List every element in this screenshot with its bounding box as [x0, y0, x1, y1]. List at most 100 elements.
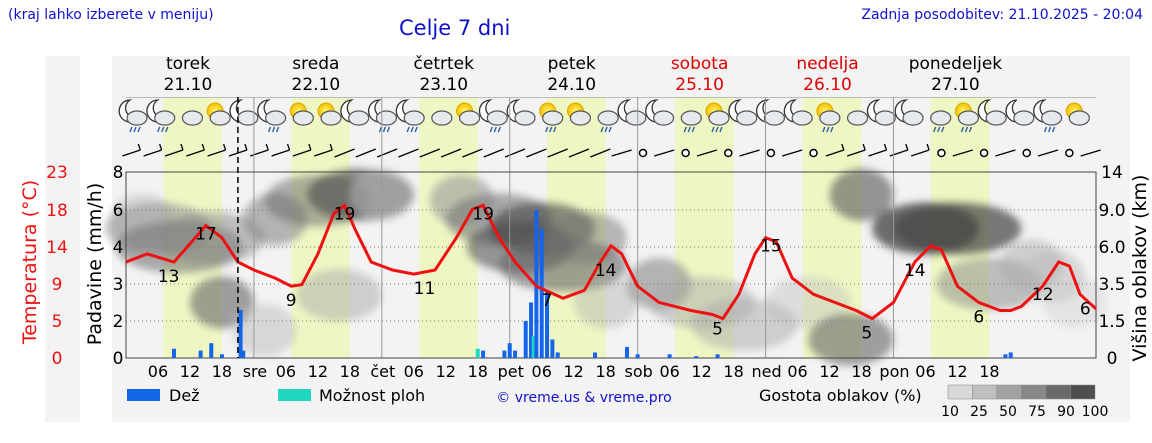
precip-bar-22: [667, 354, 672, 358]
precip-tick-4: 4: [113, 238, 124, 258]
wind-barb-34: [846, 143, 866, 157]
wind-barb-27: [696, 149, 718, 157]
temp-tick-5: 5: [52, 312, 63, 332]
weather-icon-24: [783, 99, 813, 126]
density-tick-25: 25: [970, 404, 988, 420]
wind-barb-18: [504, 148, 526, 158]
temp-label-11: 14: [904, 261, 926, 281]
cloud-cell-25: [893, 202, 1022, 255]
precip-tick-6: 6: [113, 201, 124, 221]
weather-icon-6: [289, 102, 314, 126]
hour-tick-0-06: 06: [148, 362, 168, 381]
day-abbrev-5: ned: [751, 362, 781, 381]
height-tick-9.0: 9.0: [1098, 201, 1125, 221]
cloud-cell-23: [829, 168, 894, 221]
location-hint: (kraj lahko izberete v meniju): [8, 7, 214, 23]
weather-icon-25: [816, 102, 841, 133]
precip-bar-1: [198, 350, 203, 358]
weather-icon-18: [617, 99, 647, 126]
precip-tick-2: 2: [113, 312, 124, 332]
cloud-cell-16: [541, 211, 627, 264]
wind-calm-30: [766, 148, 776, 158]
precip-bar-5: [241, 350, 246, 358]
density-swatch-1: [972, 384, 998, 400]
height-tick-3.5: 3.5: [1098, 275, 1125, 295]
temp-label-4: 11: [414, 279, 436, 299]
wind-calm-38: [937, 148, 946, 158]
density-swatch-0: [947, 384, 973, 400]
wind-barb-9: [313, 143, 333, 157]
wind-barb-17: [483, 148, 504, 158]
wind-calm-26: [681, 148, 690, 158]
temp-label-13: 12: [1032, 285, 1054, 305]
temp-label-14: 6: [1080, 299, 1091, 319]
hour-tick-3-06: 06: [532, 362, 552, 381]
legend-storm-swatch: [278, 389, 311, 401]
temp-tick-23: 23: [46, 163, 68, 183]
hour-tick-0-18: 18: [212, 362, 232, 381]
wind-barb-3: [186, 143, 205, 157]
temp-label-6: 7: [542, 291, 553, 311]
wind-barb-31: [782, 149, 803, 157]
day-name-0: torek: [166, 54, 210, 74]
temp-label-12: 6: [973, 307, 984, 327]
temp-label-10: 5: [861, 324, 872, 344]
wind-barb-29: [739, 149, 760, 157]
density-tick-100: 100: [1082, 404, 1109, 420]
temp-label-8: 5: [712, 320, 723, 340]
wind-barb-23: [611, 149, 632, 157]
weather-icon-12: [456, 102, 481, 126]
hour-tick-4-12: 12: [691, 362, 711, 381]
day-date-1: 22.10: [292, 75, 341, 95]
weather-icon-2: [181, 110, 204, 126]
weather-icon-15: [539, 102, 564, 133]
temp-tick-0: 0: [52, 349, 63, 369]
hour-tick-5-12: 12: [819, 362, 839, 381]
day-name-6: ponedeljek: [909, 54, 1003, 74]
legend-density-label: Gostota oblakov (%): [759, 386, 922, 405]
density-swatch-3: [1021, 384, 1047, 400]
wind-barb-19: [526, 148, 547, 158]
density-tick-75: 75: [1028, 404, 1046, 420]
day-abbrev-3: pet: [498, 362, 524, 381]
wind-barb-25: [654, 149, 675, 157]
height-tick-1.5: 1.5: [1098, 312, 1125, 332]
cloud-cell-21: [765, 276, 851, 329]
legend-rain-swatch: [127, 389, 160, 401]
day-name-3: petek: [548, 54, 596, 74]
hour-tick-2-12: 12: [436, 362, 456, 381]
precip-bar-21: [635, 354, 640, 358]
wind-barb-16: [462, 148, 483, 158]
height-tick-6.0: 6.0: [1098, 238, 1125, 258]
day-name-2: četrtek: [414, 54, 475, 74]
temp-label-0: 13: [158, 267, 180, 287]
precip-bar-23: [694, 356, 699, 358]
weather-icon-28: [894, 99, 924, 126]
weather-icon-0: [118, 99, 148, 133]
legend-storm-label: Možnost ploh: [319, 386, 425, 405]
precip-bar-4: [238, 309, 243, 358]
weather-icon-23: [755, 99, 786, 126]
temp-tick-18: 18: [46, 201, 68, 221]
precip-bar-19: [593, 352, 598, 358]
wind-barb-12: [376, 148, 398, 158]
wind-barb-15: [440, 148, 462, 158]
weather-icon-34: [1065, 102, 1090, 126]
temp-tick-9: 9: [52, 275, 63, 295]
height-tick-14: 14: [1101, 163, 1123, 183]
weather-icon-13: [478, 99, 508, 133]
precip-tick-8: 8: [113, 163, 124, 183]
hour-tick-5-18: 18: [851, 362, 871, 381]
weather-icon-26: [846, 110, 869, 126]
temp-label-1: 17: [195, 225, 217, 245]
precip-bar-8: [502, 350, 507, 358]
weather-icon-14: [506, 99, 536, 126]
day-abbrev-6: pon: [879, 362, 909, 381]
precip-bar-15: [539, 228, 544, 358]
temp-label-7: 14: [595, 261, 617, 281]
cloud-cell-5: [232, 304, 297, 357]
precip-bar-11: [523, 321, 528, 358]
hour-tick-2-18: 18: [468, 362, 488, 381]
hour-tick-3-18: 18: [595, 362, 615, 381]
